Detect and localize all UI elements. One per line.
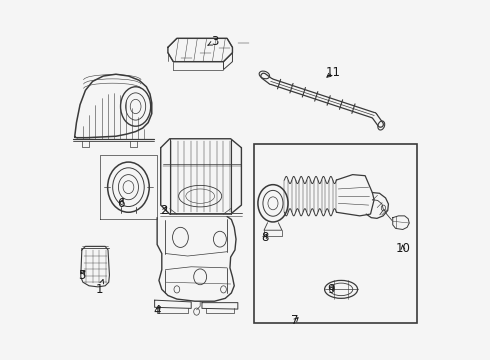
Text: 4: 4 xyxy=(153,305,161,318)
Text: 5: 5 xyxy=(78,269,86,282)
Text: 6: 6 xyxy=(118,197,125,210)
Bar xyxy=(254,144,417,323)
Text: 8: 8 xyxy=(261,231,269,244)
Text: 11: 11 xyxy=(325,66,341,79)
Text: 2: 2 xyxy=(161,204,168,217)
Text: 10: 10 xyxy=(395,242,410,255)
Text: 7: 7 xyxy=(292,314,299,327)
Text: 9: 9 xyxy=(327,283,335,296)
Text: 1: 1 xyxy=(96,279,104,296)
Text: 3: 3 xyxy=(208,35,218,49)
